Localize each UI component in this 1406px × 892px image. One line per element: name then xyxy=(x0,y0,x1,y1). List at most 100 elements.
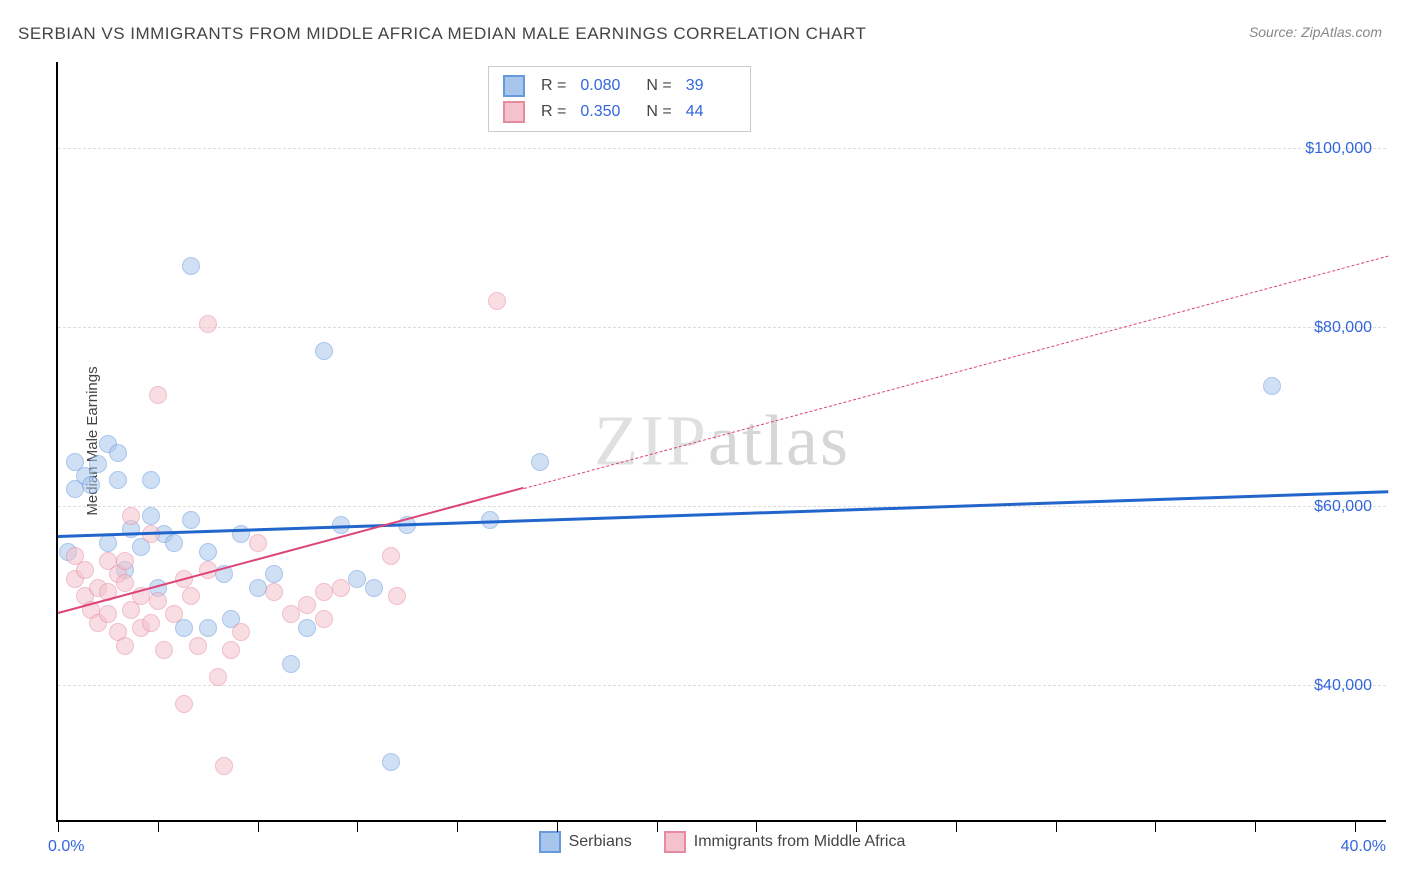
data-point xyxy=(116,552,134,570)
data-point xyxy=(142,471,160,489)
data-point xyxy=(365,579,383,597)
data-point xyxy=(1263,377,1281,395)
data-point xyxy=(109,471,127,489)
data-point xyxy=(116,637,134,655)
data-point xyxy=(122,507,140,525)
stat-n-label: N = xyxy=(646,103,671,121)
data-point xyxy=(199,619,217,637)
series-legend: Serbians Immigrants from Middle Africa xyxy=(58,831,1386,858)
gridline xyxy=(58,685,1386,686)
y-tick-label: $60,000 xyxy=(1314,498,1372,516)
data-point xyxy=(182,511,200,529)
data-point xyxy=(215,757,233,775)
data-point xyxy=(315,583,333,601)
gridline xyxy=(58,327,1386,328)
x-tick xyxy=(357,820,358,832)
trend-line-dashed xyxy=(523,256,1388,489)
x-tick xyxy=(457,820,458,832)
data-point xyxy=(249,579,267,597)
x-tick xyxy=(1355,820,1356,832)
x-tick xyxy=(58,820,59,832)
chart-container: SERBIAN VS IMMIGRANTS FROM MIDDLE AFRICA… xyxy=(0,0,1406,892)
data-point xyxy=(249,534,267,552)
stat-n-label: N = xyxy=(646,77,671,95)
data-point xyxy=(382,753,400,771)
data-point xyxy=(199,543,217,561)
data-point xyxy=(282,605,300,623)
stat-r-value: 0.350 xyxy=(580,103,630,121)
data-point xyxy=(222,641,240,659)
data-point xyxy=(232,623,250,641)
data-point xyxy=(142,614,160,632)
data-point xyxy=(155,641,173,659)
data-point xyxy=(348,570,366,588)
x-tick xyxy=(1155,820,1156,832)
stat-r-label: R = xyxy=(541,77,566,95)
x-tick xyxy=(856,820,857,832)
x-tick xyxy=(1056,820,1057,832)
data-point xyxy=(189,637,207,655)
y-tick-label: $80,000 xyxy=(1314,319,1372,337)
gridline xyxy=(58,506,1386,507)
data-point xyxy=(298,596,316,614)
legend-label: Immigrants from Middle Africa xyxy=(694,833,906,851)
legend-swatch xyxy=(503,75,525,97)
data-point xyxy=(182,257,200,275)
data-point xyxy=(116,574,134,592)
data-point xyxy=(315,610,333,628)
data-point xyxy=(76,561,94,579)
data-point xyxy=(149,386,167,404)
y-tick-label: $100,000 xyxy=(1305,140,1372,158)
stat-n-value: 44 xyxy=(686,103,736,121)
x-tick xyxy=(158,820,159,832)
stat-n-value: 39 xyxy=(686,77,736,95)
stat-r-label: R = xyxy=(541,103,566,121)
data-point xyxy=(89,455,107,473)
x-tick xyxy=(956,820,957,832)
data-point xyxy=(165,605,183,623)
legend-label: Serbians xyxy=(569,833,632,851)
legend-swatch xyxy=(539,831,561,853)
data-point xyxy=(531,453,549,471)
data-point xyxy=(109,444,127,462)
watermark: ZIPatlas xyxy=(594,400,850,483)
data-point xyxy=(182,587,200,605)
chart-title: SERBIAN VS IMMIGRANTS FROM MIDDLE AFRICA… xyxy=(18,24,866,44)
trend-line xyxy=(58,491,1388,539)
data-point xyxy=(315,342,333,360)
legend-swatch xyxy=(503,101,525,123)
data-point xyxy=(265,583,283,601)
legend-item: Immigrants from Middle Africa xyxy=(664,831,906,853)
x-tick xyxy=(1255,820,1256,832)
data-point xyxy=(175,695,193,713)
legend-stat-row: R = 0.080 N = 39 xyxy=(503,73,736,99)
data-point xyxy=(165,534,183,552)
data-point xyxy=(232,525,250,543)
data-point xyxy=(382,547,400,565)
stats-legend: R = 0.080 N = 39 R = 0.350 N = 44 xyxy=(488,66,751,132)
data-point xyxy=(209,668,227,686)
data-point xyxy=(99,605,117,623)
data-point xyxy=(332,579,350,597)
data-point xyxy=(199,315,217,333)
plot-area: ZIPatlas Median Male Earnings R =0.080N … xyxy=(56,62,1386,822)
x-tick xyxy=(657,820,658,832)
data-point xyxy=(282,655,300,673)
data-point xyxy=(298,619,316,637)
y-tick-label: $40,000 xyxy=(1314,677,1372,695)
data-point xyxy=(488,292,506,310)
gridline xyxy=(58,148,1386,149)
legend-stat-row: R = 0.350 N = 44 xyxy=(503,99,736,125)
data-point xyxy=(82,476,100,494)
data-point xyxy=(142,507,160,525)
source-attribution: Source: ZipAtlas.com xyxy=(1249,24,1382,40)
legend-item: Serbians xyxy=(539,831,632,853)
x-tick xyxy=(557,820,558,832)
data-point xyxy=(149,592,167,610)
x-tick xyxy=(258,820,259,832)
data-point xyxy=(265,565,283,583)
stat-r-value: 0.080 xyxy=(580,77,630,95)
data-point xyxy=(388,587,406,605)
x-tick xyxy=(756,820,757,832)
legend-swatch xyxy=(664,831,686,853)
